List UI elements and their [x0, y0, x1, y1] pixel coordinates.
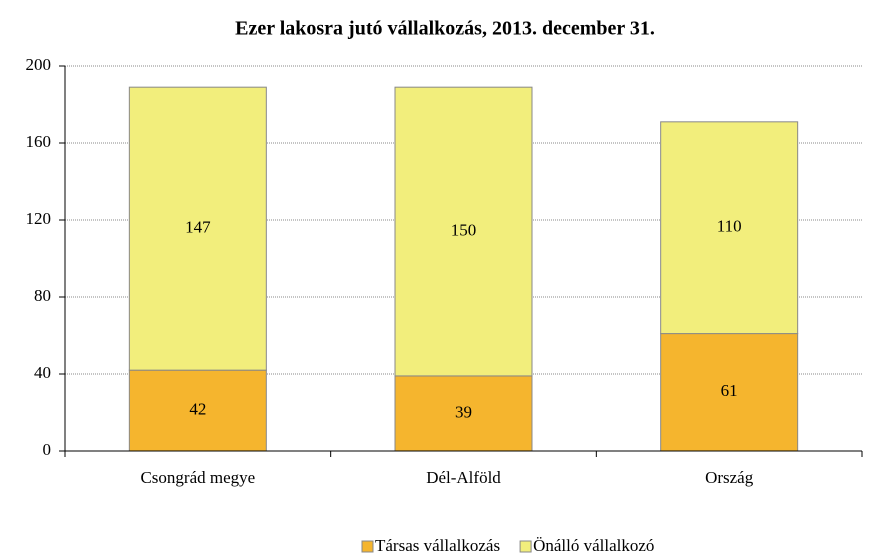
bar — [394, 375, 533, 452]
data-label: 147 — [185, 218, 211, 237]
y-tick-label: 40 — [34, 363, 51, 382]
legend-swatch — [519, 540, 532, 553]
data-label: 110 — [717, 217, 742, 236]
x-tick-label: Ország — [705, 468, 754, 487]
legend-label: Önálló vállalkozó — [533, 536, 654, 555]
legend-swatch — [361, 540, 374, 553]
y-tick-label: 200 — [26, 55, 52, 74]
y-tick-label: 80 — [34, 286, 51, 305]
data-label: 42 — [189, 399, 206, 418]
chart-title: Ezer lakosra jutó vállalkozás, 2013. dec… — [235, 18, 655, 40]
x-tick-label: Csongrád megye — [140, 468, 255, 487]
data-label: 150 — [451, 220, 477, 239]
y-tick-label: 0 — [43, 440, 52, 459]
x-tick-label: Dél-Alföld — [426, 468, 501, 487]
bar — [660, 333, 799, 452]
bar — [660, 121, 799, 335]
bar — [128, 369, 267, 452]
data-label: 39 — [455, 402, 472, 421]
bar — [394, 86, 533, 377]
data-label: 61 — [721, 381, 738, 400]
y-tick-label: 120 — [26, 209, 52, 228]
y-tick-label: 160 — [26, 132, 52, 151]
bar — [128, 86, 267, 371]
legend-label: Társas vállalkozás — [375, 536, 500, 555]
